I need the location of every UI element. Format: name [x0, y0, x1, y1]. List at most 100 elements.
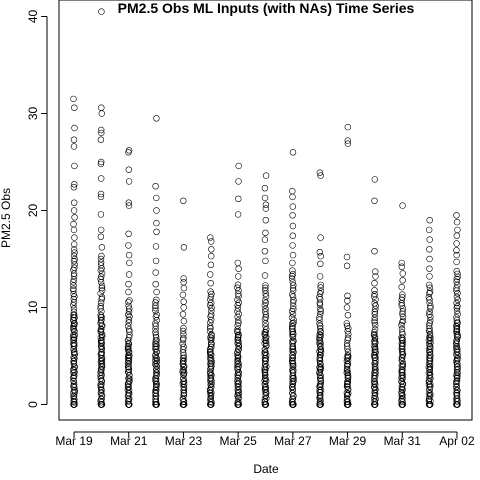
data-point [263, 202, 269, 208]
data-point [180, 311, 186, 317]
data-point [154, 208, 160, 214]
data-point [454, 219, 460, 225]
data-point [153, 244, 159, 250]
data-point [345, 312, 351, 318]
data-point [208, 308, 214, 314]
data-point [99, 111, 105, 117]
data-point [317, 261, 323, 267]
data-point [235, 196, 241, 202]
data-point [125, 243, 131, 249]
data-point [454, 212, 460, 218]
x-tick-label: Apr 02 [439, 434, 475, 448]
data-point [427, 237, 433, 243]
data-point [154, 220, 160, 226]
data-point [344, 254, 350, 260]
data-point [208, 253, 214, 259]
data-point [400, 271, 406, 277]
data-point [263, 258, 269, 264]
data-point [153, 258, 159, 264]
data-point [208, 239, 214, 245]
data-point [71, 221, 77, 227]
data-point [263, 217, 269, 223]
data-point [262, 237, 268, 243]
data-point [154, 289, 160, 295]
data-point [98, 212, 104, 218]
data-point [98, 227, 104, 233]
plot-frame [59, 0, 472, 420]
data-point [235, 212, 241, 218]
data-point [236, 163, 242, 169]
data-points [70, 9, 460, 408]
data-point [98, 176, 104, 182]
data-point [181, 244, 187, 250]
data-point [372, 280, 378, 286]
x-tick-label: Mar 21 [110, 434, 148, 448]
x-tick-label: Mar 25 [219, 434, 257, 448]
data-point [426, 294, 432, 300]
y-axis: 010203040 [26, 9, 47, 407]
data-point [71, 200, 77, 206]
x-axis: Mar 19 Mar 21 Mar 23 Mar 25 Mar 27 Mar 29 Mar … [55, 432, 475, 448]
data-point [126, 167, 132, 173]
data-point [427, 266, 433, 272]
data-point [154, 229, 160, 235]
data-point [399, 329, 405, 335]
data-point [426, 246, 432, 252]
data-point [454, 259, 460, 265]
data-point [181, 299, 187, 305]
data-point [290, 194, 296, 200]
data-point [289, 292, 295, 298]
data-point [290, 252, 296, 258]
data-point [126, 252, 132, 258]
data-point [71, 96, 77, 102]
data-point [427, 274, 433, 280]
x-tick-label: Mar 29 [329, 434, 367, 448]
x-axis-label: Date [253, 462, 279, 476]
data-point [344, 305, 350, 311]
data-point [72, 214, 78, 220]
data-point [400, 203, 406, 209]
y-tick-label: 0 [26, 401, 40, 408]
data-point [126, 260, 132, 266]
data-point [71, 105, 77, 111]
data-point [427, 217, 433, 223]
data-point [290, 233, 296, 239]
data-point [99, 244, 105, 250]
x-tick-label: Mar 27 [274, 434, 312, 448]
data-point [181, 305, 187, 311]
data-point [180, 292, 186, 298]
data-point [427, 256, 433, 262]
data-point [153, 195, 159, 201]
data-point [372, 287, 378, 293]
data-point [98, 105, 104, 111]
data-point [72, 163, 78, 169]
data-point [262, 248, 268, 254]
data-point [181, 285, 187, 291]
data-point [400, 332, 406, 338]
data-point [208, 246, 214, 252]
data-point [290, 260, 296, 266]
x-tick-label: Mar 23 [165, 434, 203, 448]
data-point [318, 253, 324, 259]
y-tick-label: 30 [26, 106, 40, 120]
data-point [71, 137, 77, 143]
data-point [455, 227, 461, 233]
data-point [236, 179, 242, 185]
data-point [126, 231, 132, 237]
data-point [72, 125, 78, 131]
data-point [181, 318, 187, 324]
data-point [344, 263, 350, 269]
data-point [126, 289, 132, 295]
data-point [426, 227, 432, 233]
data-point [262, 195, 268, 201]
data-point [263, 230, 269, 236]
data-point [372, 248, 378, 254]
data-point [317, 274, 323, 280]
data-point [372, 177, 378, 183]
data-point [289, 188, 295, 194]
data-point [126, 281, 132, 287]
data-point [99, 9, 105, 15]
data-point [153, 270, 159, 276]
y-tick-label: 20 [26, 203, 40, 217]
x-tick-label: Mar 19 [55, 434, 93, 448]
